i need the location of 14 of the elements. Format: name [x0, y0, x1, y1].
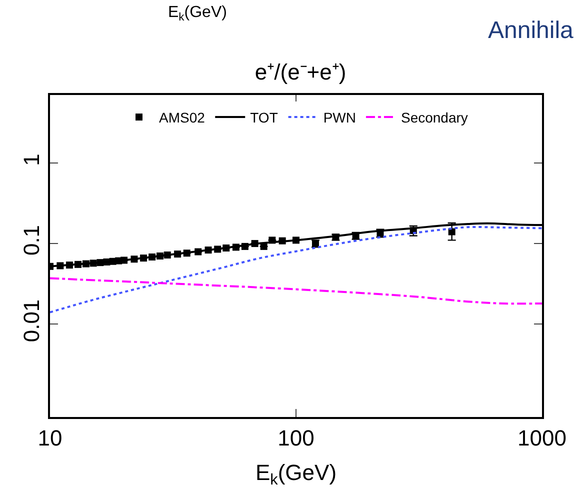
x-axis-title: E$_{k}$(GeV) [255, 460, 337, 488]
chart-title: e⁺/(e⁻+e⁺) [254, 59, 346, 84]
legend-label: AMS02 [159, 110, 206, 126]
y-tick-label: 0.01 [19, 299, 44, 342]
x-tick-label: 100 [278, 425, 314, 450]
text: E$_{k}$(GeV) [168, 4, 227, 24]
legend-label: TOT [250, 110, 278, 126]
x-tick-label: 1000 [518, 425, 566, 450]
x-tick-label: 10 [38, 425, 62, 450]
y-tick-label: 0.1 [19, 224, 44, 256]
text: Annihila [488, 17, 574, 44]
legend-label: Secondary [400, 110, 468, 126]
y-tick-label: 1 [19, 154, 44, 166]
legend-label: PWN [323, 110, 356, 126]
